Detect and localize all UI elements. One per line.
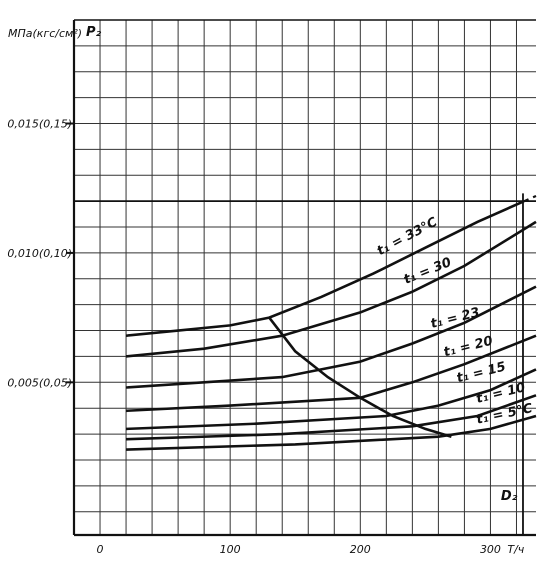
x-tick-label: 200 (350, 543, 371, 556)
series-line (126, 285, 537, 389)
series-line (125, 220, 537, 358)
x-tick-label: 100 (220, 543, 241, 556)
limit-curve (268, 316, 452, 438)
series-label: t₁ = 23 (429, 305, 481, 332)
series-line (126, 368, 537, 431)
labels-group: 0,005(0,05) 0,010(0,10) 0,015(0,15) 0 100 200… (7, 25, 534, 556)
series-line (126, 334, 537, 413)
grid (74, 20, 536, 535)
y-tick-label: 0,010(0,10) (7, 247, 72, 260)
x-axis-unit-label: Т/ч (507, 543, 524, 556)
series-group (125, 194, 537, 451)
series-line (126, 394, 537, 441)
series-line (125, 200, 524, 337)
y-tick-label: 0,015(0,15) (7, 118, 72, 131)
x-tick-label: 0 (97, 543, 104, 556)
axes (66, 19, 536, 537)
x-axis-label: D₂ (501, 489, 518, 504)
y-tick-label: 0,005(0,05) (7, 376, 72, 389)
series-label: t₁ = 33°C (375, 215, 441, 259)
y-axis-label: P₂ (86, 25, 102, 40)
series-line-dashed (522, 194, 537, 203)
y-axis-unit-label: МПа(кгс/см²) (8, 27, 82, 40)
x-tick-label: 300 (480, 543, 501, 556)
series-line (126, 414, 537, 451)
